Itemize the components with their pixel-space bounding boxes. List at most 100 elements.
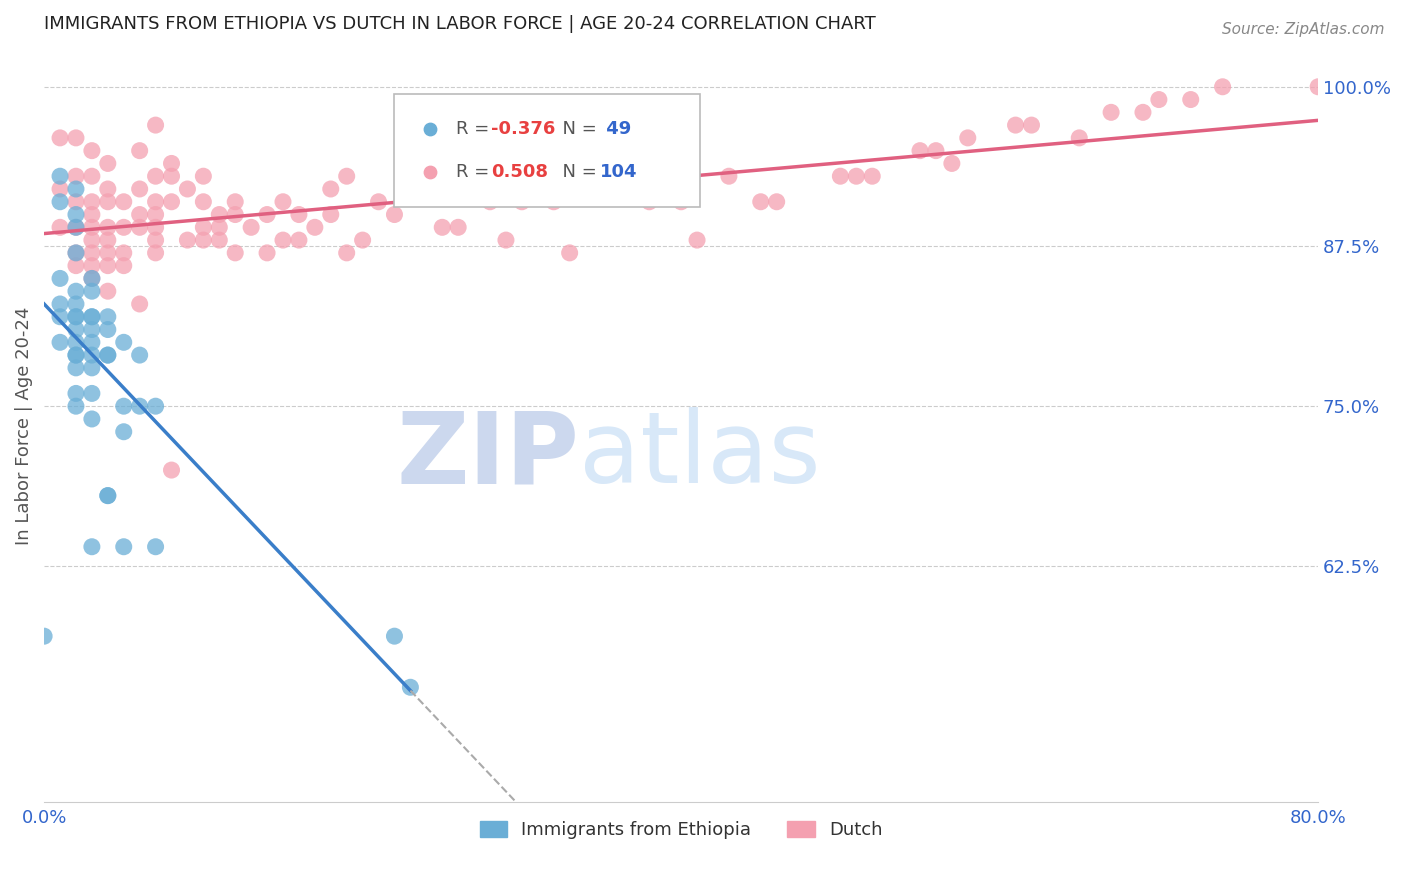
Point	[256, 245, 278, 260]
Point	[97, 348, 120, 362]
Point	[941, 156, 963, 170]
Point	[399, 680, 422, 694]
Point	[49, 297, 72, 311]
Point	[97, 220, 120, 235]
Point	[80, 310, 103, 324]
Point	[160, 194, 183, 209]
Point	[160, 156, 183, 170]
Point	[367, 194, 389, 209]
Point	[686, 233, 709, 247]
Point	[145, 245, 167, 260]
Text: IMMIGRANTS FROM ETHIOPIA VS DUTCH IN LABOR FORCE | AGE 20-24 CORRELATION CHART: IMMIGRANTS FROM ETHIOPIA VS DUTCH IN LAB…	[44, 15, 876, 33]
Point	[765, 194, 787, 209]
Point	[65, 182, 87, 196]
Point	[80, 194, 103, 209]
Point	[145, 220, 167, 235]
Point	[208, 220, 231, 235]
Point	[399, 169, 422, 184]
Point	[516, 289, 538, 303]
Point	[447, 220, 470, 235]
Text: N =: N =	[551, 162, 603, 181]
Point	[956, 131, 979, 145]
Point	[128, 348, 150, 362]
Y-axis label: In Labor Force | Age 20-24: In Labor Force | Age 20-24	[15, 306, 32, 544]
Text: -0.376: -0.376	[491, 120, 555, 137]
Text: 0.508: 0.508	[491, 162, 548, 181]
Point	[638, 194, 661, 209]
Point	[97, 156, 120, 170]
Point	[80, 284, 103, 298]
Text: Source: ZipAtlas.com: Source: ZipAtlas.com	[1222, 22, 1385, 37]
Point	[128, 144, 150, 158]
Point	[49, 182, 72, 196]
Point	[145, 233, 167, 247]
Point	[80, 360, 103, 375]
Point	[717, 169, 740, 184]
Point	[860, 169, 883, 184]
Point	[1069, 131, 1091, 145]
Point	[256, 208, 278, 222]
Point	[1147, 93, 1170, 107]
Point	[1099, 105, 1122, 120]
FancyBboxPatch shape	[395, 94, 700, 207]
Point	[224, 208, 246, 222]
Text: ZIP: ZIP	[396, 407, 579, 504]
Point	[336, 169, 359, 184]
Point	[495, 233, 517, 247]
Point	[80, 386, 103, 401]
Point	[384, 208, 406, 222]
Point	[510, 194, 533, 209]
Point	[65, 259, 87, 273]
Point	[224, 194, 246, 209]
Point	[208, 208, 231, 222]
Point	[65, 386, 87, 401]
Point	[1180, 93, 1202, 107]
Point	[65, 284, 87, 298]
Point	[80, 322, 103, 336]
Point	[65, 245, 87, 260]
Point	[224, 245, 246, 260]
Point	[432, 220, 454, 235]
Point	[97, 348, 120, 362]
Point	[112, 194, 135, 209]
Point	[558, 245, 581, 260]
Point	[128, 220, 150, 235]
Point	[49, 271, 72, 285]
Point	[97, 310, 120, 324]
Point	[669, 194, 692, 209]
Point	[65, 360, 87, 375]
Point	[516, 216, 538, 230]
Point	[145, 540, 167, 554]
Point	[128, 182, 150, 196]
Point	[97, 489, 120, 503]
Text: 49: 49	[599, 120, 631, 137]
Point	[1308, 79, 1330, 94]
Point	[97, 233, 120, 247]
Point	[97, 182, 120, 196]
Point	[97, 322, 120, 336]
Point	[271, 233, 294, 247]
Text: R =: R =	[456, 120, 495, 137]
Point	[80, 233, 103, 247]
Point	[65, 220, 87, 235]
Point	[65, 310, 87, 324]
Point	[65, 245, 87, 260]
Point	[193, 220, 215, 235]
Point	[319, 182, 342, 196]
Point	[97, 194, 120, 209]
Point	[908, 144, 931, 158]
Point	[80, 144, 103, 158]
Point	[65, 297, 87, 311]
Point	[49, 220, 72, 235]
Point	[49, 131, 72, 145]
Point	[830, 169, 852, 184]
Point	[384, 629, 406, 643]
Point	[112, 335, 135, 350]
Point	[112, 425, 135, 439]
Point	[65, 348, 87, 362]
Point	[80, 169, 103, 184]
Point	[112, 399, 135, 413]
Point	[49, 194, 72, 209]
Point	[845, 169, 868, 184]
Point	[304, 220, 326, 235]
